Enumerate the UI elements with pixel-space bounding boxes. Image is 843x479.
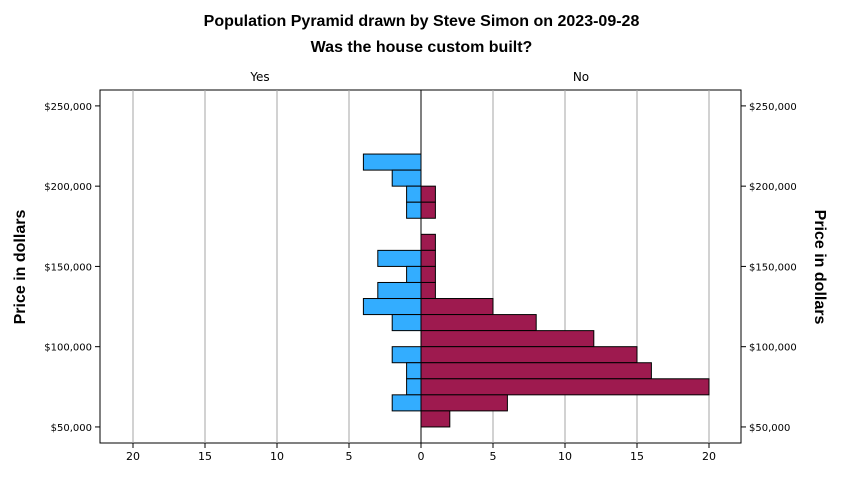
y-tick-label-left: $150,000 bbox=[44, 262, 92, 273]
chart-title: Population Pyramid drawn by Steve Simon … bbox=[203, 13, 640, 30]
bar-no bbox=[420, 410, 451, 428]
x-tick-label: 20 bbox=[702, 450, 716, 463]
bar-yes bbox=[377, 249, 422, 267]
bar-no bbox=[420, 330, 595, 348]
bar-yes bbox=[406, 201, 422, 219]
bar-yes bbox=[391, 169, 422, 187]
y-tick-label-right: $50,000 bbox=[749, 423, 790, 434]
x-tick-label: 15 bbox=[630, 450, 644, 463]
y-tick-label-right: $250,000 bbox=[749, 102, 797, 113]
y-tick-label-right: $150,000 bbox=[749, 262, 797, 273]
bar-yes bbox=[362, 298, 422, 316]
x-tick-label: 10 bbox=[558, 450, 572, 463]
y-tick-label-left: $250,000 bbox=[44, 102, 92, 113]
bar-yes bbox=[406, 265, 422, 283]
bar-no bbox=[420, 346, 638, 364]
bar-no bbox=[420, 201, 436, 219]
y-tick-label-right: $200,000 bbox=[749, 182, 797, 193]
x-tick-label: 15 bbox=[198, 450, 212, 463]
bar-no bbox=[420, 394, 508, 412]
bar-no bbox=[420, 281, 436, 300]
x-tick-label: 10 bbox=[270, 450, 284, 463]
bar-no bbox=[420, 265, 436, 283]
bar-no bbox=[420, 378, 710, 396]
bar-yes bbox=[391, 314, 422, 332]
chart-subtitle: Was the house custom built? bbox=[310, 39, 533, 56]
panel-label-yes: Yes bbox=[250, 70, 270, 84]
x-tick-label: 20 bbox=[126, 450, 140, 463]
bar-yes bbox=[406, 378, 422, 396]
bar-no bbox=[420, 362, 652, 380]
bar-yes bbox=[391, 346, 422, 364]
bar-yes bbox=[391, 394, 422, 412]
bar-no bbox=[420, 298, 494, 316]
y-tick-label-right: $100,000 bbox=[749, 343, 797, 354]
bar-no bbox=[420, 314, 537, 332]
bar-no bbox=[420, 233, 436, 251]
y-tick-label-left: $100,000 bbox=[44, 343, 92, 354]
bar-yes bbox=[362, 153, 422, 171]
y-tick-label-left: $200,000 bbox=[44, 182, 92, 193]
bar-no bbox=[420, 249, 436, 267]
x-tick-label: 5 bbox=[490, 450, 497, 463]
bar-yes bbox=[406, 185, 422, 203]
y-tick-label-left: $50,000 bbox=[51, 423, 92, 434]
bar-no bbox=[420, 185, 436, 203]
bar-yes bbox=[377, 281, 422, 300]
panel-label-no: No bbox=[572, 70, 590, 84]
x-tick-label: 5 bbox=[346, 450, 353, 463]
x-tick-label: 0 bbox=[418, 450, 425, 463]
bar-yes bbox=[406, 362, 422, 380]
